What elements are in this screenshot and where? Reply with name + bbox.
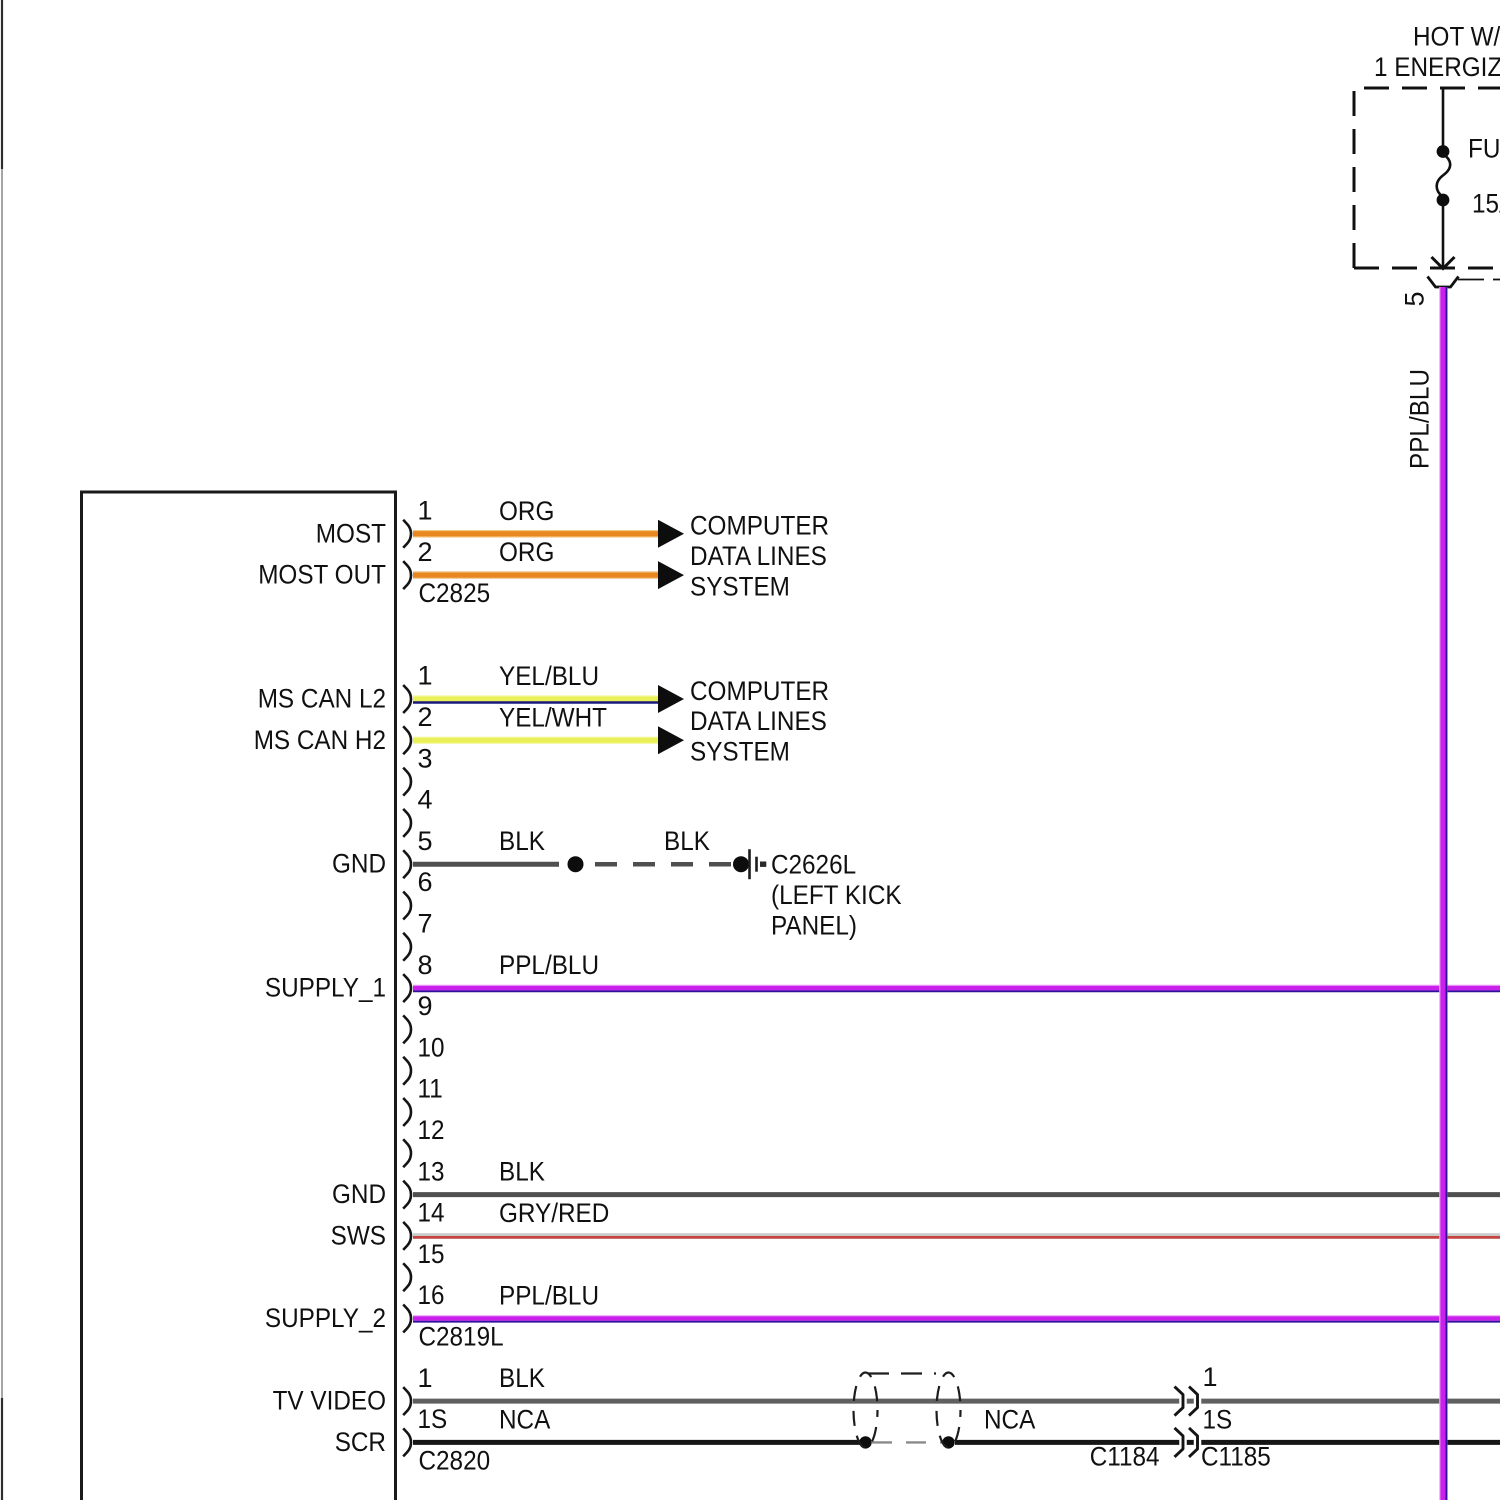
svg-text:C2819L: C2819L	[419, 1322, 504, 1352]
svg-text:BLK: BLK	[499, 1363, 545, 1393]
svg-text:C2626L: C2626L	[771, 849, 856, 879]
svg-text:6: 6	[418, 867, 433, 897]
svg-text:DATA LINES: DATA LINES	[690, 541, 827, 571]
svg-text:SUPPLY_1: SUPPLY_1	[265, 973, 386, 1003]
svg-text:PPL/BLU: PPL/BLU	[499, 950, 599, 980]
svg-text:13: 13	[418, 1156, 445, 1186]
svg-text:10: 10	[418, 1032, 445, 1062]
svg-text:1: 1	[418, 496, 433, 526]
svg-text:7: 7	[418, 909, 433, 939]
svg-text:BLK: BLK	[664, 826, 710, 856]
svg-text:8: 8	[418, 950, 433, 980]
svg-text:5: 5	[1400, 291, 1430, 306]
svg-text:11: 11	[418, 1074, 443, 1104]
svg-text:GRY/RED: GRY/RED	[499, 1198, 609, 1228]
svg-text:PPL/BLU: PPL/BLU	[1405, 369, 1435, 469]
svg-text:YEL/BLU: YEL/BLU	[499, 661, 599, 691]
svg-text:C2825: C2825	[419, 578, 491, 608]
svg-text:MOST OUT: MOST OUT	[258, 560, 386, 590]
svg-text:MS CAN L2: MS CAN L2	[258, 684, 386, 714]
svg-text:MS CAN H2: MS CAN H2	[254, 725, 386, 755]
svg-text:1S: 1S	[1203, 1404, 1233, 1434]
svg-text:SUPPLY_2: SUPPLY_2	[265, 1303, 386, 1333]
svg-text:SYSTEM: SYSTEM	[690, 571, 790, 601]
svg-text:NCA: NCA	[499, 1404, 550, 1434]
svg-text:HOT W/ I: HOT W/ I	[1413, 22, 1500, 52]
svg-text:1S: 1S	[418, 1404, 448, 1434]
svg-text:PPL/BLU: PPL/BLU	[499, 1281, 599, 1311]
svg-text:5: 5	[418, 826, 433, 856]
svg-text:4: 4	[418, 785, 433, 815]
svg-text:DATA LINES: DATA LINES	[690, 706, 827, 736]
svg-text:MOST: MOST	[316, 518, 386, 548]
svg-text:BLK: BLK	[499, 1157, 545, 1187]
svg-text:15: 15	[418, 1239, 445, 1269]
svg-text:15A: 15A	[1472, 189, 1500, 219]
svg-text:12: 12	[418, 1115, 445, 1145]
svg-text:PANEL): PANEL)	[771, 910, 857, 940]
svg-text:SWS: SWS	[331, 1220, 386, 1250]
svg-text:14: 14	[418, 1198, 445, 1228]
svg-text:16: 16	[418, 1280, 445, 1310]
svg-text:BLK: BLK	[499, 826, 545, 856]
svg-text:FUSE: FUSE	[1468, 134, 1500, 164]
svg-text:GND: GND	[332, 849, 386, 879]
svg-text:YEL/WHT: YEL/WHT	[499, 702, 607, 732]
svg-text:1: 1	[418, 661, 433, 691]
svg-text:C2820: C2820	[419, 1445, 491, 1475]
svg-text:SYSTEM: SYSTEM	[690, 737, 790, 767]
svg-text:1: 1	[1203, 1362, 1218, 1392]
svg-text:2: 2	[418, 537, 433, 567]
svg-text:ORG: ORG	[499, 537, 554, 567]
svg-text:1 ENERGIZE: 1 ENERGIZE	[1374, 52, 1500, 82]
svg-text:SCR: SCR	[335, 1427, 386, 1457]
svg-text:C1185: C1185	[1201, 1441, 1271, 1471]
svg-text:3: 3	[418, 743, 433, 773]
svg-text:9: 9	[418, 991, 433, 1021]
svg-text:(LEFT KICK: (LEFT KICK	[771, 880, 902, 910]
svg-text:TV VIDEO: TV VIDEO	[273, 1386, 386, 1416]
svg-text:2: 2	[418, 702, 433, 732]
svg-text:C1184: C1184	[1090, 1441, 1160, 1471]
svg-text:COMPUTER: COMPUTER	[690, 676, 829, 706]
svg-text:COMPUTER: COMPUTER	[690, 511, 829, 541]
svg-text:ORG: ORG	[499, 496, 554, 526]
svg-text:GND: GND	[332, 1179, 386, 1209]
svg-text:1: 1	[418, 1363, 433, 1393]
svg-text:NCA: NCA	[984, 1404, 1035, 1434]
